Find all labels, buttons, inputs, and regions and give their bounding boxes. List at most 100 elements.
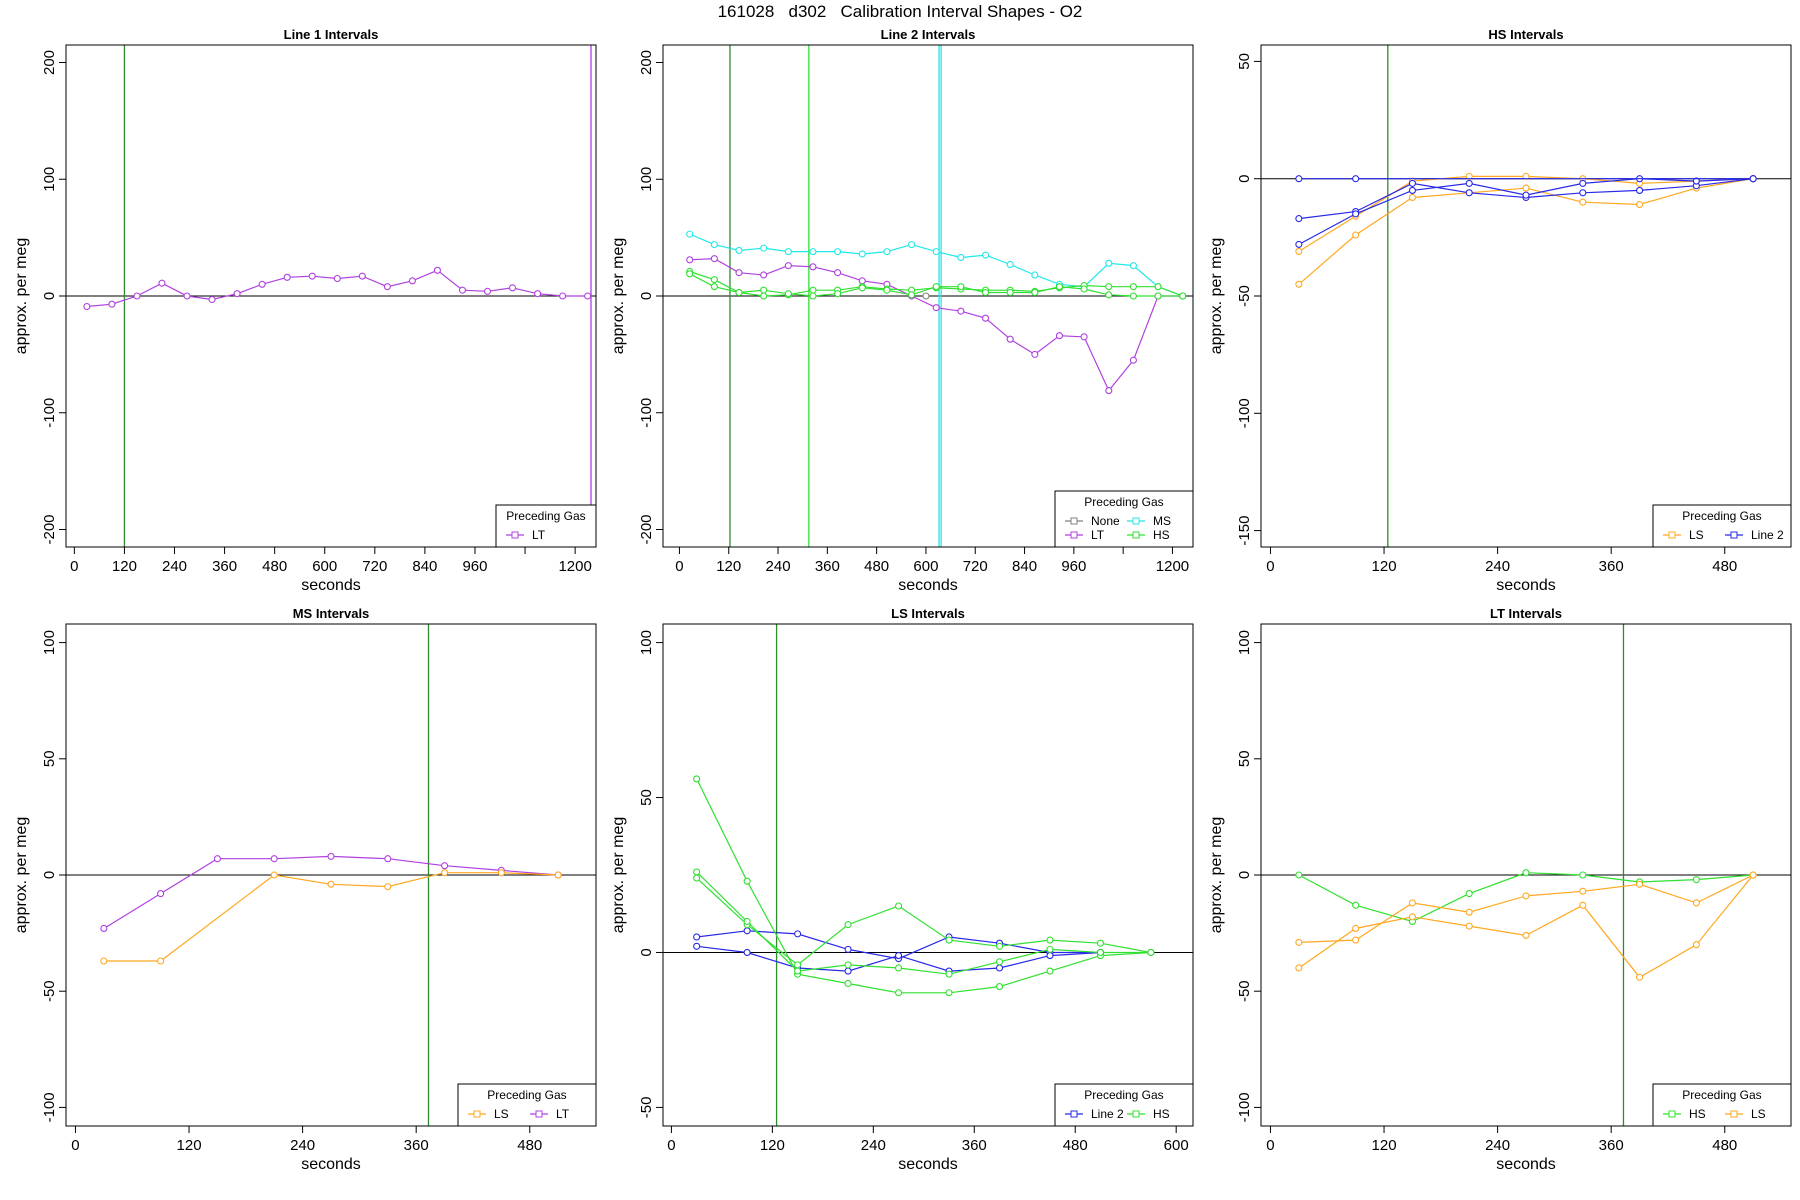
- y-tick-label: 100: [638, 167, 655, 192]
- legend-swatch-marker: [1730, 531, 1738, 539]
- data-point: [809, 248, 817, 256]
- legend-swatch-marker: [1070, 517, 1078, 525]
- series-line: [696, 778, 1151, 994]
- data-point: [945, 989, 953, 997]
- data-point: [1105, 291, 1113, 299]
- legend-swatch-marker: [1070, 1110, 1078, 1118]
- x-tick-label: 840: [412, 558, 437, 575]
- data-point: [735, 288, 743, 297]
- legend: Preceding Gas LT: [495, 504, 597, 548]
- data-point: [794, 961, 802, 969]
- data-point: [1295, 938, 1303, 946]
- x-tick-label: 360: [1599, 1137, 1624, 1154]
- x-tick-label: 720: [963, 558, 988, 575]
- y-tick-label: -50: [638, 1097, 655, 1119]
- x-axis-label: seconds: [301, 577, 361, 594]
- series-line: [103, 872, 559, 962]
- data-point: [483, 287, 492, 295]
- legend-entry: Line 2: [1091, 1107, 1124, 1121]
- x-tick-label: 360: [404, 1137, 429, 1154]
- series-line: [696, 871, 1151, 975]
- legend-swatch-marker: [1132, 531, 1140, 539]
- legend-entry: HS: [1153, 1107, 1170, 1121]
- panel-title: LT Intervals: [1490, 606, 1562, 621]
- x-tick-label: 120: [1372, 558, 1397, 575]
- data-point: [1579, 901, 1587, 909]
- data-point: [784, 262, 792, 270]
- legend-box: [495, 504, 597, 548]
- data-point: [1179, 292, 1187, 300]
- data-point: [995, 983, 1004, 991]
- y-tick-label: 100: [638, 630, 655, 655]
- data-point: [784, 290, 792, 298]
- y-axis-label: approx. per meg: [1208, 238, 1225, 355]
- data-point: [1352, 231, 1360, 239]
- legend-title: Preceding Gas: [506, 509, 585, 523]
- data-point: [584, 292, 592, 300]
- y-tick-label: 100: [1236, 630, 1253, 655]
- legend-entry: LT: [556, 1107, 570, 1121]
- data-point: [408, 277, 416, 285]
- data-point: [1408, 179, 1416, 187]
- y-tick-label: 0: [638, 948, 655, 956]
- panel-0: Line 1 Intervals 0 120 240 360 480 600 720 840 96…: [13, 27, 597, 594]
- panel-5: LT Intervals 0 120 240 360 480 seconds -100 -50 0…: [1208, 606, 1792, 1173]
- data-point: [1080, 285, 1088, 293]
- data-point: [1579, 189, 1587, 197]
- data-point: [441, 869, 449, 877]
- data-point: [308, 272, 316, 280]
- data-point: [1105, 259, 1113, 267]
- legend-entry: LT: [532, 528, 546, 542]
- data-point: [1522, 869, 1530, 877]
- y-tick-label: -100: [41, 398, 58, 428]
- y-tick-label: -100: [1236, 398, 1253, 428]
- legend-swatch-marker: [1132, 1110, 1140, 1118]
- y-axis-label: approx. per meg: [610, 238, 627, 355]
- x-tick-label: 0: [1266, 1137, 1274, 1154]
- y-tick-label: -100: [41, 1092, 58, 1122]
- figure-title: 161028 d302 Calibration Interval Shapes …: [717, 2, 1083, 21]
- data-point: [559, 292, 567, 300]
- x-tick-label: 360: [212, 558, 237, 575]
- legend: Preceding Gas Line 2 HS: [1054, 1083, 1194, 1127]
- data-point: [883, 248, 891, 256]
- data-point: [1031, 350, 1039, 358]
- x-axis-label: seconds: [1496, 577, 1556, 594]
- x-tick-label: 480: [262, 558, 287, 575]
- y-tick-label: -150: [1236, 516, 1253, 546]
- legend-entry: Line 2: [1751, 528, 1784, 542]
- x-tick-label: 360: [815, 558, 840, 575]
- legend-title: Preceding Gas: [1682, 1088, 1761, 1102]
- legend-title: Preceding Gas: [1682, 509, 1761, 523]
- data-point: [743, 927, 751, 935]
- legend-entry: MS: [1153, 514, 1171, 528]
- data-point: [858, 284, 866, 292]
- data-point: [1692, 177, 1700, 185]
- data-point: [508, 284, 517, 292]
- legend-swatch-marker: [535, 1110, 543, 1118]
- y-tick-label: -100: [638, 398, 655, 428]
- data-point: [1692, 941, 1700, 949]
- data-point: [1006, 288, 1014, 297]
- panel-title: Line 2 Intervals: [881, 27, 976, 42]
- data-point: [1154, 292, 1162, 300]
- x-tick-label: 120: [1372, 1137, 1397, 1154]
- panel-title: MS Intervals: [293, 606, 370, 621]
- data-point: [1129, 292, 1137, 300]
- data-point: [270, 855, 278, 863]
- data-point: [157, 890, 165, 898]
- data-point: [100, 924, 108, 933]
- data-point: [1046, 967, 1054, 975]
- x-tick-label: 1200: [558, 558, 591, 575]
- data-point: [1046, 945, 1054, 953]
- y-axis-label: approx. per meg: [13, 817, 30, 934]
- x-tick-label: 240: [162, 558, 187, 575]
- data-point: [895, 964, 903, 972]
- x-tick-label: 240: [861, 1137, 886, 1154]
- data-point: [1636, 200, 1644, 209]
- y-tick-label: -200: [638, 514, 655, 544]
- data-point: [743, 877, 751, 885]
- data-point: [1046, 952, 1054, 960]
- data-point: [710, 241, 718, 249]
